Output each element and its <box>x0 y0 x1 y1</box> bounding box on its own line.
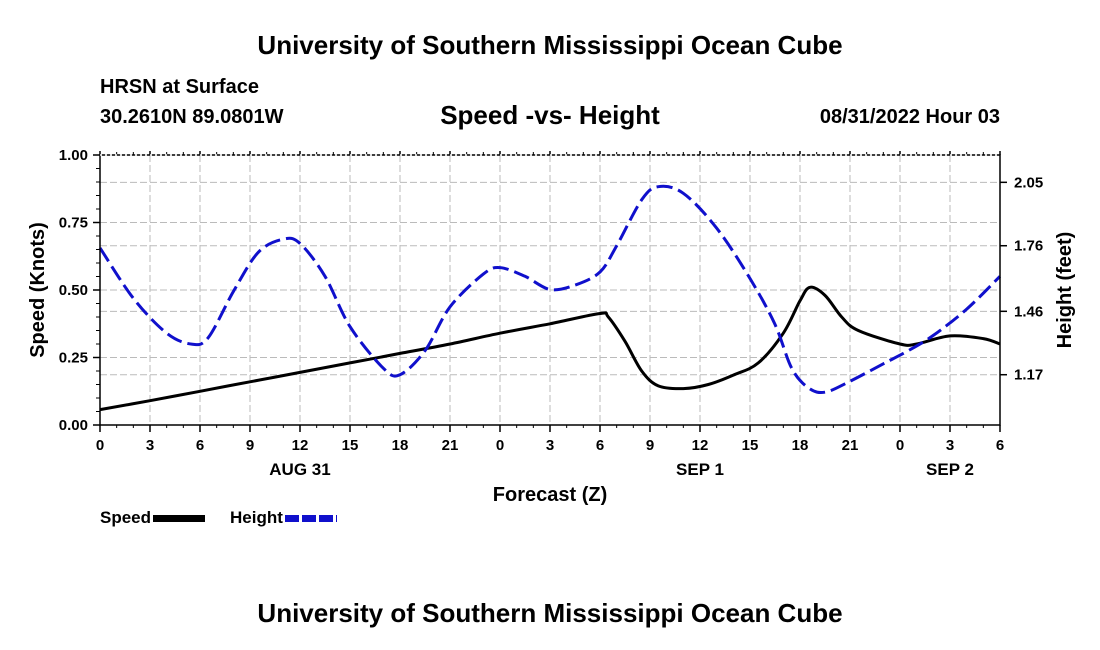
y2-tick-label: 2.05 <box>1014 174 1043 191</box>
x-tick-label: 6 <box>596 437 604 454</box>
y-axis-label: Speed (Knots) <box>27 222 49 358</box>
series-layer <box>98 184 1002 412</box>
legend-item-speed: Speed <box>100 508 206 528</box>
legend-swatch-height <box>284 515 337 523</box>
x-tick-label: 0 <box>96 437 104 454</box>
x-tick-label: 6 <box>996 437 1004 454</box>
x-tick-label: 0 <box>496 437 504 454</box>
coordinates-label: 30.2610N 89.0801W <box>100 106 284 128</box>
chart-title: Speed -vs- Height <box>440 100 660 130</box>
x-tick-label: 15 <box>742 437 759 454</box>
x-tick-label: 21 <box>842 437 859 454</box>
y2-tick-label: 1.46 <box>1014 303 1043 320</box>
legend-label-speed: Speed <box>100 508 152 527</box>
legend-item-height: Height <box>230 508 337 528</box>
legend-label-height: Height <box>230 508 283 527</box>
x-tick-label: 0 <box>896 437 904 454</box>
date-label: SEP 1 <box>676 460 724 479</box>
y-tick-label: 1.00 <box>59 147 88 164</box>
series-line-speed <box>99 285 1001 412</box>
x-tick-label: 9 <box>246 437 254 454</box>
series-line-height <box>98 184 1002 395</box>
y2-axis-label: Height (feet) <box>1054 232 1076 349</box>
y-tick-label: 0.75 <box>59 215 88 232</box>
x-tick-label: 3 <box>146 437 154 454</box>
y-tick-label: 0.25 <box>59 350 88 367</box>
date-label: SEP 2 <box>926 460 974 479</box>
station-label: HRSN at Surface <box>100 76 259 98</box>
axes: 0 3 6 9 12 15 18 21 0 3 6 9 12 15 18 21 0 3 6 0.00 0.25 0.50 0… <box>59 147 1043 479</box>
legend-swatch-speed <box>153 515 206 523</box>
y-tick-label: 0.50 <box>59 282 88 299</box>
page-title: University of Southern Mississippi Ocean… <box>257 30 843 60</box>
y2-tick-label: 1.76 <box>1014 238 1043 255</box>
y2-tick-label: 1.17 <box>1014 367 1043 384</box>
x-tick-label: 3 <box>546 437 554 454</box>
x-tick-label: 3 <box>946 437 954 454</box>
x-tick-label: 21 <box>442 437 459 454</box>
x-tick-label: 15 <box>342 437 359 454</box>
x-tick-label: 9 <box>646 437 654 454</box>
footer-title: University of Southern Mississippi Ocean… <box>257 598 843 628</box>
x-tick-label: 6 <box>196 437 204 454</box>
x-tick-label: 12 <box>692 437 709 454</box>
datetime-label: 08/31/2022 Hour 03 <box>819 106 1000 128</box>
date-label: AUG 31 <box>269 460 330 479</box>
x-axis-label: Forecast (Z) <box>493 484 607 506</box>
x-tick-label: 12 <box>292 437 309 454</box>
x-tick-label: 18 <box>392 437 409 454</box>
y-tick-label: 0.00 <box>59 417 88 434</box>
x-tick-label: 18 <box>792 437 809 454</box>
